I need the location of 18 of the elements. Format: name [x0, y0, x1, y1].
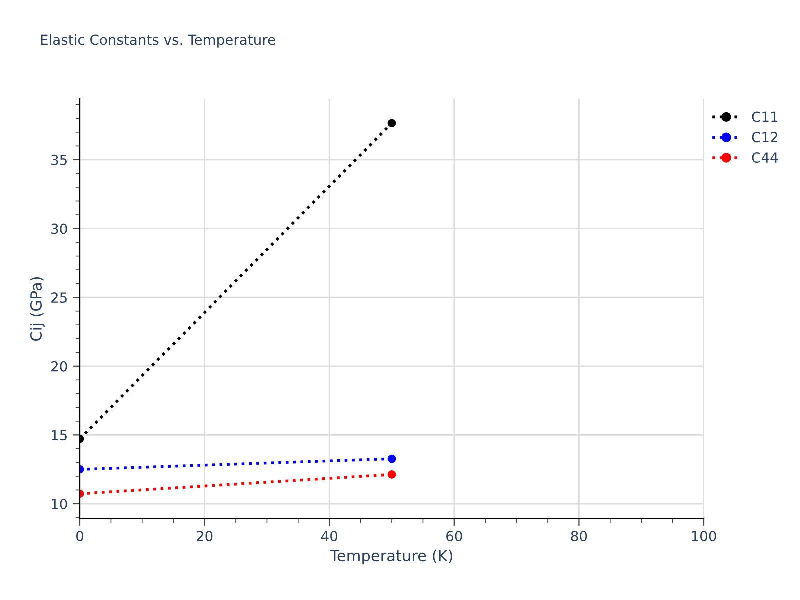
y-tick-label: 25: [52, 292, 67, 304]
y-axis-title: Cij (GPa): [30, 277, 45, 341]
x-tick-label: 80: [571, 531, 588, 542]
y-tick-label: 30: [52, 224, 68, 234]
x-tick-label: 60: [446, 531, 462, 542]
y-tick-label: 35: [52, 154, 67, 166]
legend-label: C12: [752, 132, 778, 143]
chart-title: Elastic Constants vs. Temperature: [41, 34, 276, 48]
legend-label: C11: [752, 112, 778, 122]
x-axis-title: Temperature (K): [330, 550, 452, 565]
y-tick-label: 10: [52, 498, 68, 510]
legend-label: C44: [752, 152, 778, 164]
x-tick-label: 20: [196, 531, 213, 542]
y-tick-label: 15: [52, 430, 67, 441]
y-tick-label: 20: [52, 361, 68, 372]
x-tick-label: 100: [692, 531, 716, 542]
x-tick-label: 0: [76, 531, 84, 542]
x-tick-label: 40: [321, 531, 338, 542]
